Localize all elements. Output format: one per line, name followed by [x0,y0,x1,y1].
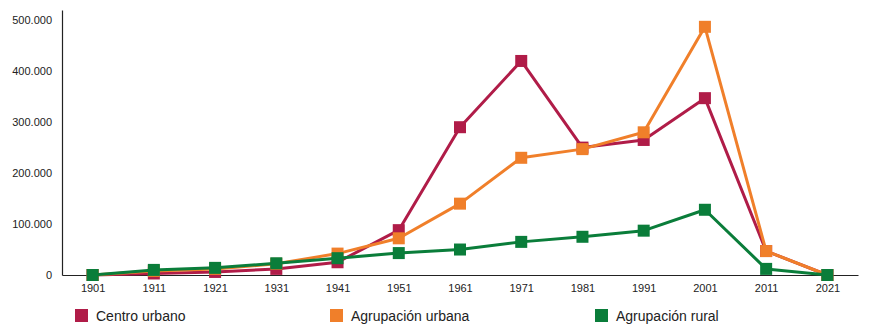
x-tick-label: 2001 [693,282,717,294]
series [87,204,834,281]
x-tick: 1941 [326,275,350,294]
series-marker [515,55,527,67]
y-tick-label: 300.000 [12,116,52,128]
series-marker [209,262,221,274]
series-marker [576,231,588,243]
series-line [93,61,828,275]
series-line [93,27,828,275]
legend-item: Agrupación rural [595,308,719,324]
series-marker [148,264,160,276]
series-marker [515,236,527,248]
x-tick-label: 1941 [326,282,350,294]
legend-swatch [330,309,343,322]
series-marker [87,269,99,281]
y-tick: 0 [46,269,62,281]
y-tick: 200.000 [12,167,62,179]
x-tick-label: 1911 [143,282,167,294]
series-marker [332,252,344,264]
x-axis: 1901 1911 1921 1931 1941 1951 1961 1971 1981 1991… [63,275,859,294]
legend-label: Centro urbano [96,308,186,324]
series-marker [454,198,466,210]
x-tick: 1981 [571,275,595,294]
x-tick: 1931 [265,275,289,294]
series-marker [699,21,711,33]
y-tick: 400.000 [12,65,62,77]
y-axis-line [62,11,63,276]
x-tick: 1951 [387,275,411,294]
x-tick: 2001 [693,275,717,294]
series-marker [87,269,99,281]
legend-swatch [75,309,88,322]
x-tick-label: 1981 [571,282,595,294]
series-marker [760,245,772,257]
x-tick-label: 1991 [632,282,656,294]
series-marker [270,257,282,269]
legend-item: Centro urbano [75,308,186,324]
x-tick-label: 1961 [448,282,472,294]
y-tick-label: 400.000 [12,65,52,77]
x-tick-label: 2011 [755,282,779,294]
x-tick: 1991 [632,275,656,294]
legend: Centro urbano Agrupación urbana Agrupación… [75,308,719,324]
series-marker [454,121,466,133]
series-marker [270,258,282,270]
y-tick: 500.000 [12,14,62,26]
y-tick-label: 0 [46,269,52,281]
x-tick-label: 1951 [387,282,411,294]
series [87,21,834,281]
y-tick: 300.000 [12,116,62,128]
x-tick-label: 2021 [816,282,840,294]
series-marker [393,247,405,259]
series-marker [699,92,711,104]
x-tick-label: 1901 [81,282,105,294]
legend-label: Agrupación urbana [351,308,470,324]
y-tick: 100.000 [12,218,62,230]
series-line [93,210,828,275]
series-marker [576,143,588,155]
series-marker [699,204,711,216]
y-tick-label: 500.000 [12,14,52,26]
series-marker [821,269,833,281]
chart: 0 100.000 200.000 300.000 400.000 500.000 1901… [0,0,874,332]
x-tick-label: 1921 [203,282,227,294]
plot-area [87,21,834,281]
series-marker [760,245,772,257]
x-tick: 2011 [755,275,779,294]
x-tick-label: 1971 [509,282,533,294]
series-marker [393,232,405,244]
x-tick: 1971 [509,275,533,294]
series-marker [821,269,833,281]
series-marker [454,244,466,256]
series-marker [760,263,772,275]
series-marker [638,126,650,138]
series-marker [515,152,527,164]
x-axis-line [63,275,859,276]
series-marker [821,269,833,281]
x-tick: 1961 [448,275,472,294]
legend-label: Agrupación rural [616,308,719,324]
legend-swatch [595,309,608,322]
y-axis: 0 100.000 200.000 300.000 400.000 500.000 [12,11,62,282]
y-tick-label: 200.000 [12,167,52,179]
x-tick-label: 1931 [265,282,289,294]
legend-item: Agrupación urbana [330,308,470,324]
series-marker [638,225,650,237]
series-marker [87,269,99,281]
y-tick-label: 100.000 [12,218,52,230]
